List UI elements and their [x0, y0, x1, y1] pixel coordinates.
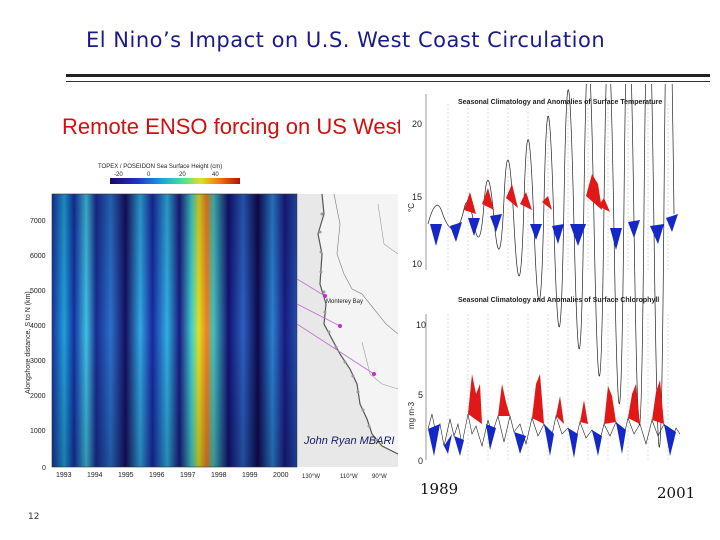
colorbar-title: TOPEX / POSEIDON Sea Surface Height (cm): [98, 164, 222, 170]
x-tick: 1997: [180, 472, 196, 479]
tide-gauge-dots: [318, 212, 379, 442]
y-tick: 3000: [30, 358, 46, 365]
page-number: 12: [28, 512, 40, 522]
x-tick: 1998: [211, 472, 227, 479]
x-tick: 1996: [149, 472, 165, 479]
title-rule-thin: [66, 81, 710, 82]
x-tick: 1994: [87, 472, 103, 479]
temperature-y-label: °C: [407, 203, 416, 212]
temperature-negative-anomalies: [430, 214, 678, 250]
chlorophyll-panel-title: Seasonal Climatology and Anomalies of Su…: [458, 297, 659, 304]
y-tick: 0: [42, 465, 46, 472]
colorbar-tick: -20: [114, 172, 123, 178]
temperature-y-tick: 10: [412, 259, 422, 269]
y-tick: 2000: [30, 393, 46, 400]
map-border: [361, 341, 399, 390]
chlorophyll-y-tick: 5: [418, 390, 423, 400]
west-coast-map: Monterey Bay 130°W 110°W 90°W John Ryan …: [296, 193, 399, 480]
temperature-climatology-line: [427, 0, 675, 448]
chlorophyll-positive-anomalies: [468, 374, 664, 424]
year-start-label: 1989: [420, 480, 459, 498]
colorbar-tick-labels: -20 0 20 40: [114, 172, 219, 178]
monterey-bay-label: Monterey Bay: [326, 299, 363, 305]
temperature-y-tick: 20: [412, 119, 422, 129]
map-border: [377, 203, 399, 255]
temperature-panel-title: Seasonal Climatology and Anomalies of Su…: [458, 99, 662, 106]
map-x-tick: 90°W: [372, 474, 387, 480]
enso-hovmoller-figure: Remote ENSO forcing on US West Coast TOP…: [22, 84, 466, 494]
temperature-gridlines: [447, 104, 669, 270]
y-tick: 5000: [30, 288, 46, 295]
x-tick: 2000: [273, 472, 289, 479]
colorbar-tick: 0: [147, 172, 151, 178]
map-x-tick: 130°W: [302, 474, 320, 480]
y-tick-labels: 7000 6000 5000 4000 3000 2000 1000 0: [30, 218, 46, 472]
temperature-y-tick: 15: [412, 192, 422, 202]
x-tick: 1999: [242, 472, 258, 479]
map-x-tick: 110°W: [340, 474, 358, 480]
x-tick-labels: 1993 1994 1995 1996 1997 1998 1999 2000: [56, 472, 289, 479]
slide-title: El Nino’s Impact on U.S. West Coast Circ…: [86, 28, 606, 52]
y-tick: 6000: [30, 253, 46, 260]
y-tick: 1000: [30, 428, 46, 435]
chlorophyll-y-tick: 10: [416, 320, 426, 330]
map-border: [333, 193, 399, 335]
colorbar-tick: 40: [212, 172, 219, 178]
chlorophyll-y-tick: 0: [418, 456, 423, 466]
colorbar-tick: 20: [179, 172, 186, 178]
colorbar: [110, 178, 240, 184]
enso-heading: Remote ENSO forcing on US West Coast: [62, 114, 400, 139]
enso-figure-svg: Remote ENSO forcing on US West Coast TOP…: [25, 114, 466, 480]
x-tick: 1993: [56, 472, 72, 479]
chlorophyll-negative-anomalies: [428, 422, 676, 458]
chlorophyll-climatology-line: [427, 413, 681, 450]
credit-label: John Ryan MBARI: [303, 435, 394, 447]
climatology-anomalies-figure: Seasonal Climatology and Anomalies of Su…: [402, 0, 687, 474]
location-markers: [323, 294, 376, 376]
x-tick: 1995: [118, 472, 134, 479]
plot-frame: [51, 193, 298, 468]
year-end-label: 2001: [657, 484, 696, 502]
chlorophyll-y-label: mg m-3: [407, 401, 416, 429]
y-tick: 7000: [30, 218, 46, 225]
y-tick: 4000: [30, 323, 46, 330]
anomaly-figure-svg: Seasonal Climatology and Anomalies of Su…: [407, 0, 681, 466]
temperature-positive-anomalies: [464, 174, 610, 214]
title-rule: [66, 74, 710, 77]
ocean-area: [298, 194, 398, 467]
location-pointers: [296, 278, 375, 375]
y-axis-label: Alongshore distance, S to N (km): [25, 291, 32, 394]
plot-shading: [52, 194, 297, 467]
